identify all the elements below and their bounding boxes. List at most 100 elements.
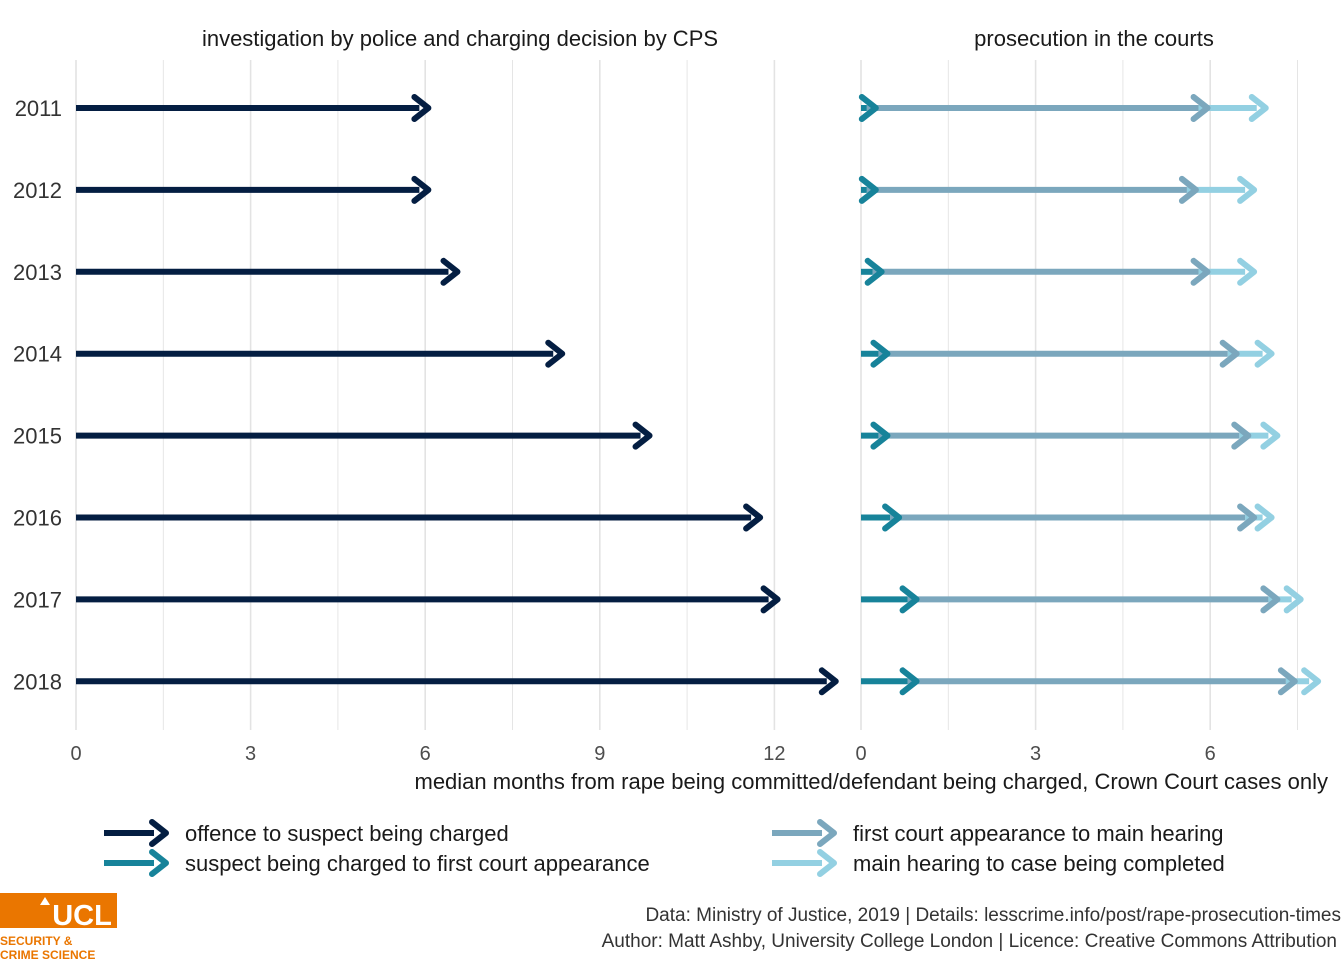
arrow-series-2-2011 <box>866 94 1211 122</box>
y-tick-label-2015: 2015 <box>13 424 62 449</box>
arrow-series-3-2013-head <box>1237 257 1258 286</box>
arrow-series-1-2014-head <box>870 339 891 368</box>
ucl-logo-line1: SECURITY & <box>0 934 73 948</box>
x-tick-label: 0 <box>855 743 866 765</box>
arrow-series-2-2014-head <box>1219 339 1240 368</box>
x-tick-label: 3 <box>245 743 256 765</box>
y-tick-label-2016: 2016 <box>13 506 62 531</box>
arrow-series-3-2017-head <box>1283 585 1304 614</box>
arrow-series-0-2018 <box>76 667 839 696</box>
x-tick-label: 9 <box>594 743 605 765</box>
facet-title-police: investigation by police and charging dec… <box>202 26 718 51</box>
arrow-series-2-2014 <box>878 339 1240 368</box>
arrow-series-3-2016-head <box>1254 503 1275 532</box>
x-axis-label: median months from rape being committed/… <box>415 769 1329 794</box>
facet-titles: investigation by police and charging dec… <box>202 26 1214 51</box>
ucl-logo-mark: UCL <box>52 900 112 932</box>
caption-line-2: Author: Matt Ashby, University College L… <box>602 931 1337 952</box>
gridlines <box>75 60 1298 730</box>
arrow-series-1-2014 <box>861 339 891 368</box>
arrow-series-2-2017 <box>907 585 1281 614</box>
legend-item-1: suspect being charged to first court app… <box>104 849 650 877</box>
arrow-series-0-2016 <box>76 503 764 532</box>
arrow-series-0-2017 <box>76 585 781 614</box>
arrow-series-3-2012-head <box>1237 175 1258 204</box>
arrow-series-1-2012 <box>858 175 879 204</box>
x-tick-label: 12 <box>763 743 785 765</box>
arrow-series-2-2015-head <box>1231 421 1252 450</box>
arrow-series-3-2014-head <box>1254 339 1275 368</box>
y-tick-label-2017: 2017 <box>13 587 62 612</box>
arrow-series-1-2013-head <box>864 257 885 286</box>
arrow-series-2-2016 <box>890 503 1258 532</box>
legend-key-arrowhead <box>149 819 169 847</box>
y-tick-label-2018: 2018 <box>13 669 62 694</box>
arrow-series-1-2015 <box>861 421 891 450</box>
arrow-series-2-2017-head <box>1260 585 1281 614</box>
arrow-series-0-2011-head <box>411 94 432 122</box>
arrow-series-1-2017 <box>861 585 920 614</box>
arrow-series-1-2011 <box>858 94 879 122</box>
arrow-series-1-2012-head <box>858 175 879 204</box>
legend-key-arrowhead <box>149 849 169 877</box>
ucl-logo-dome-icon <box>40 897 50 905</box>
arrow-series-2-2012-head <box>1178 175 1199 204</box>
legend-item-2: first court appearance to main hearing <box>772 819 1224 847</box>
arrow-series-0-2014-head <box>545 339 566 368</box>
arrow-series-2-2016-head <box>1237 503 1258 532</box>
ucl-logo-box <box>0 893 117 928</box>
x-tick-label: 3 <box>1030 743 1041 765</box>
arrow-series-1-2018 <box>861 667 920 696</box>
y-axis-ticks: 2011 2012 2013 2014 2015 2016 2017 2018 <box>13 96 62 694</box>
y-tick-label-2014: 2014 <box>13 342 62 367</box>
arrow-series-0-2015-head <box>632 421 653 450</box>
arrow-series-2-2018 <box>907 667 1298 696</box>
arrow-series-2-2018-head <box>1277 667 1298 696</box>
arrow-series-0-2013-head <box>440 257 461 286</box>
facet-title-courts: prosecution in the courts <box>974 26 1214 51</box>
legend-label: offence to suspect being charged <box>185 821 509 846</box>
arrows <box>76 94 1322 696</box>
arrow-series-1-2016-head <box>882 503 903 532</box>
x-tick-label: 6 <box>420 743 431 765</box>
arrow-series-2-2013-head <box>1190 257 1211 286</box>
arrow-series-2-2015 <box>878 421 1252 450</box>
arrow-series-0-2013 <box>76 257 461 286</box>
arrow-series-3-2011-head <box>1248 94 1269 122</box>
arrow-series-2-2013 <box>872 257 1211 286</box>
arrow-series-0-2018-head <box>818 667 839 696</box>
y-tick-label-2012: 2012 <box>13 178 62 203</box>
legend-item-0: offence to suspect being charged <box>104 819 509 847</box>
arrow-series-1-2011-head <box>858 94 879 122</box>
legend-item-3: main hearing to case being completed <box>772 849 1225 877</box>
x-tick-label: 0 <box>70 743 81 765</box>
arrow-series-0-2014 <box>76 339 566 368</box>
legend: offence to suspect being charged suspect … <box>104 819 1225 877</box>
arrow-series-2-2011-head <box>1190 94 1211 122</box>
legend-label: first court appearance to main hearing <box>853 821 1224 846</box>
legend-key-arrowhead <box>817 849 837 877</box>
arrow-series-0-2016-head <box>743 503 764 532</box>
y-tick-label-2013: 2013 <box>13 260 62 285</box>
arrow-series-0-2011 <box>76 94 432 122</box>
arrow-series-1-2013 <box>861 257 885 286</box>
arrow-series-2-2012 <box>866 175 1199 204</box>
caption-line-1: Data: Ministry of Justice, 2019 | Detail… <box>645 905 1341 926</box>
legend-key-arrowhead <box>817 819 837 847</box>
ucl-logo: UCL SECURITY & CRIME SCIENCE <box>0 893 117 960</box>
arrow-series-0-2012-head <box>411 175 432 204</box>
arrow-series-1-2015-head <box>870 421 891 450</box>
arrow-series-3-2018-head <box>1301 667 1322 696</box>
ucl-logo-line2: CRIME SCIENCE <box>0 948 95 960</box>
arrow-series-0-2015 <box>76 421 653 450</box>
arrow-series-3-2015-head <box>1260 421 1281 450</box>
legend-label: suspect being charged to first court app… <box>185 851 650 876</box>
arrow-series-1-2018-head <box>899 667 920 696</box>
arrow-series-1-2017-head <box>899 585 920 614</box>
x-axis-ticks: 0 3 6 9 12 0 3 6 <box>70 743 1215 765</box>
arrow-series-0-2012 <box>76 175 432 204</box>
x-tick-label: 6 <box>1205 743 1216 765</box>
y-tick-label-2011: 2011 <box>15 96 62 121</box>
legend-label: main hearing to case being completed <box>853 851 1225 876</box>
